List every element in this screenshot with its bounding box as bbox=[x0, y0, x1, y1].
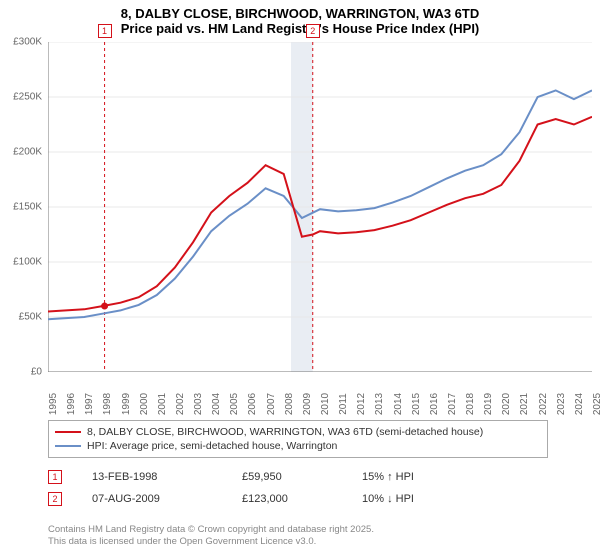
x-tick-label: 2011 bbox=[338, 393, 349, 415]
chart-svg bbox=[48, 42, 592, 372]
x-tick-label: 2005 bbox=[229, 393, 240, 415]
x-tick-label: 2012 bbox=[356, 393, 367, 415]
x-tick-label: 2014 bbox=[393, 393, 404, 415]
footer-line-2: This data is licensed under the Open Gov… bbox=[48, 536, 568, 548]
x-tick-label: 2009 bbox=[302, 393, 313, 415]
x-tick-label: 2025 bbox=[592, 393, 600, 415]
x-tick-label: 2002 bbox=[175, 393, 186, 415]
x-tick-label: 2003 bbox=[193, 393, 204, 415]
x-axis: 1995 1996 1997 1998 1999 2000 2001 2002 2003 2004… bbox=[48, 376, 592, 416]
y-tick-label: £50K bbox=[19, 312, 42, 323]
legend-row: 8, DALBY CLOSE, BIRCHWOOD, WARRINGTON, W… bbox=[55, 425, 541, 439]
x-tick-label: 2001 bbox=[157, 393, 168, 415]
y-tick-label: £150K bbox=[13, 202, 42, 213]
chart-area: 12 bbox=[48, 42, 592, 372]
x-tick-label: 1999 bbox=[121, 393, 132, 415]
legend-label: 8, DALBY CLOSE, BIRCHWOOD, WARRINGTON, W… bbox=[87, 426, 483, 438]
x-tick-label: 1998 bbox=[102, 393, 113, 415]
footer: Contains HM Land Registry data © Crown c… bbox=[48, 524, 568, 549]
y-tick-label: £300K bbox=[13, 37, 42, 48]
chart-container: 8, DALBY CLOSE, BIRCHWOOD, WARRINGTON, W… bbox=[0, 0, 600, 560]
legend: 8, DALBY CLOSE, BIRCHWOOD, WARRINGTON, W… bbox=[48, 420, 548, 458]
x-tick-label: 2018 bbox=[465, 393, 476, 415]
marker-row: 2 07-AUG-2009£123,00010% ↓ HPI bbox=[48, 488, 548, 510]
y-tick-label: £200K bbox=[13, 147, 42, 158]
x-tick-label: 2008 bbox=[284, 393, 295, 415]
x-tick-label: 2023 bbox=[556, 393, 567, 415]
x-tick-label: 2020 bbox=[501, 393, 512, 415]
x-tick-label: 2000 bbox=[139, 393, 150, 415]
legend-label: HPI: Average price, semi-detached house,… bbox=[87, 440, 337, 452]
marker-price: £123,000 bbox=[242, 493, 362, 505]
marker-date: 07-AUG-2009 bbox=[92, 493, 242, 505]
x-tick-label: 2024 bbox=[574, 393, 585, 415]
x-tick-label: 1997 bbox=[84, 393, 95, 415]
title-line-2: Price paid vs. HM Land Registry's House … bbox=[0, 21, 600, 36]
marker-price: £59,950 bbox=[242, 471, 362, 483]
x-tick-label: 1995 bbox=[48, 393, 59, 415]
title-block: 8, DALBY CLOSE, BIRCHWOOD, WARRINGTON, W… bbox=[0, 0, 600, 38]
x-tick-label: 2013 bbox=[374, 393, 385, 415]
x-tick-label: 2019 bbox=[483, 393, 494, 415]
marker-row: 1 13-FEB-1998£59,95015% ↑ HPI bbox=[48, 466, 548, 488]
x-tick-label: 2006 bbox=[247, 393, 258, 415]
x-tick-label: 2004 bbox=[211, 393, 222, 415]
footer-line-1: Contains HM Land Registry data © Crown c… bbox=[48, 524, 568, 536]
marker-table: 1 13-FEB-1998£59,95015% ↑ HPI 2 07-AUG-2009… bbox=[48, 466, 548, 510]
x-tick-label: 2022 bbox=[538, 393, 549, 415]
marker-delta: 10% ↓ HPI bbox=[362, 493, 482, 505]
y-tick-label: £0 bbox=[31, 367, 42, 378]
title-line-1: 8, DALBY CLOSE, BIRCHWOOD, WARRINGTON, W… bbox=[0, 6, 600, 21]
x-tick-label: 2010 bbox=[320, 393, 331, 415]
legend-swatch bbox=[55, 445, 81, 447]
marker-index-box: 1 bbox=[48, 470, 62, 484]
x-tick-label: 2016 bbox=[429, 393, 440, 415]
legend-row: HPI: Average price, semi-detached house,… bbox=[55, 439, 541, 453]
marker-delta: 15% ↑ HPI bbox=[362, 471, 482, 483]
x-tick-label: 2007 bbox=[266, 393, 277, 415]
x-tick-label: 2021 bbox=[519, 393, 530, 415]
marker-index-box: 2 bbox=[48, 492, 62, 506]
y-tick-label: £100K bbox=[13, 257, 42, 268]
marker-date: 13-FEB-1998 bbox=[92, 471, 242, 483]
legend-swatch bbox=[55, 431, 81, 433]
x-tick-label: 1996 bbox=[66, 393, 77, 415]
y-axis: £0£50K£100K£150K£200K£250K£300K bbox=[0, 42, 46, 372]
y-tick-label: £250K bbox=[13, 92, 42, 103]
x-tick-label: 2015 bbox=[411, 393, 422, 415]
x-tick-label: 2017 bbox=[447, 393, 458, 415]
